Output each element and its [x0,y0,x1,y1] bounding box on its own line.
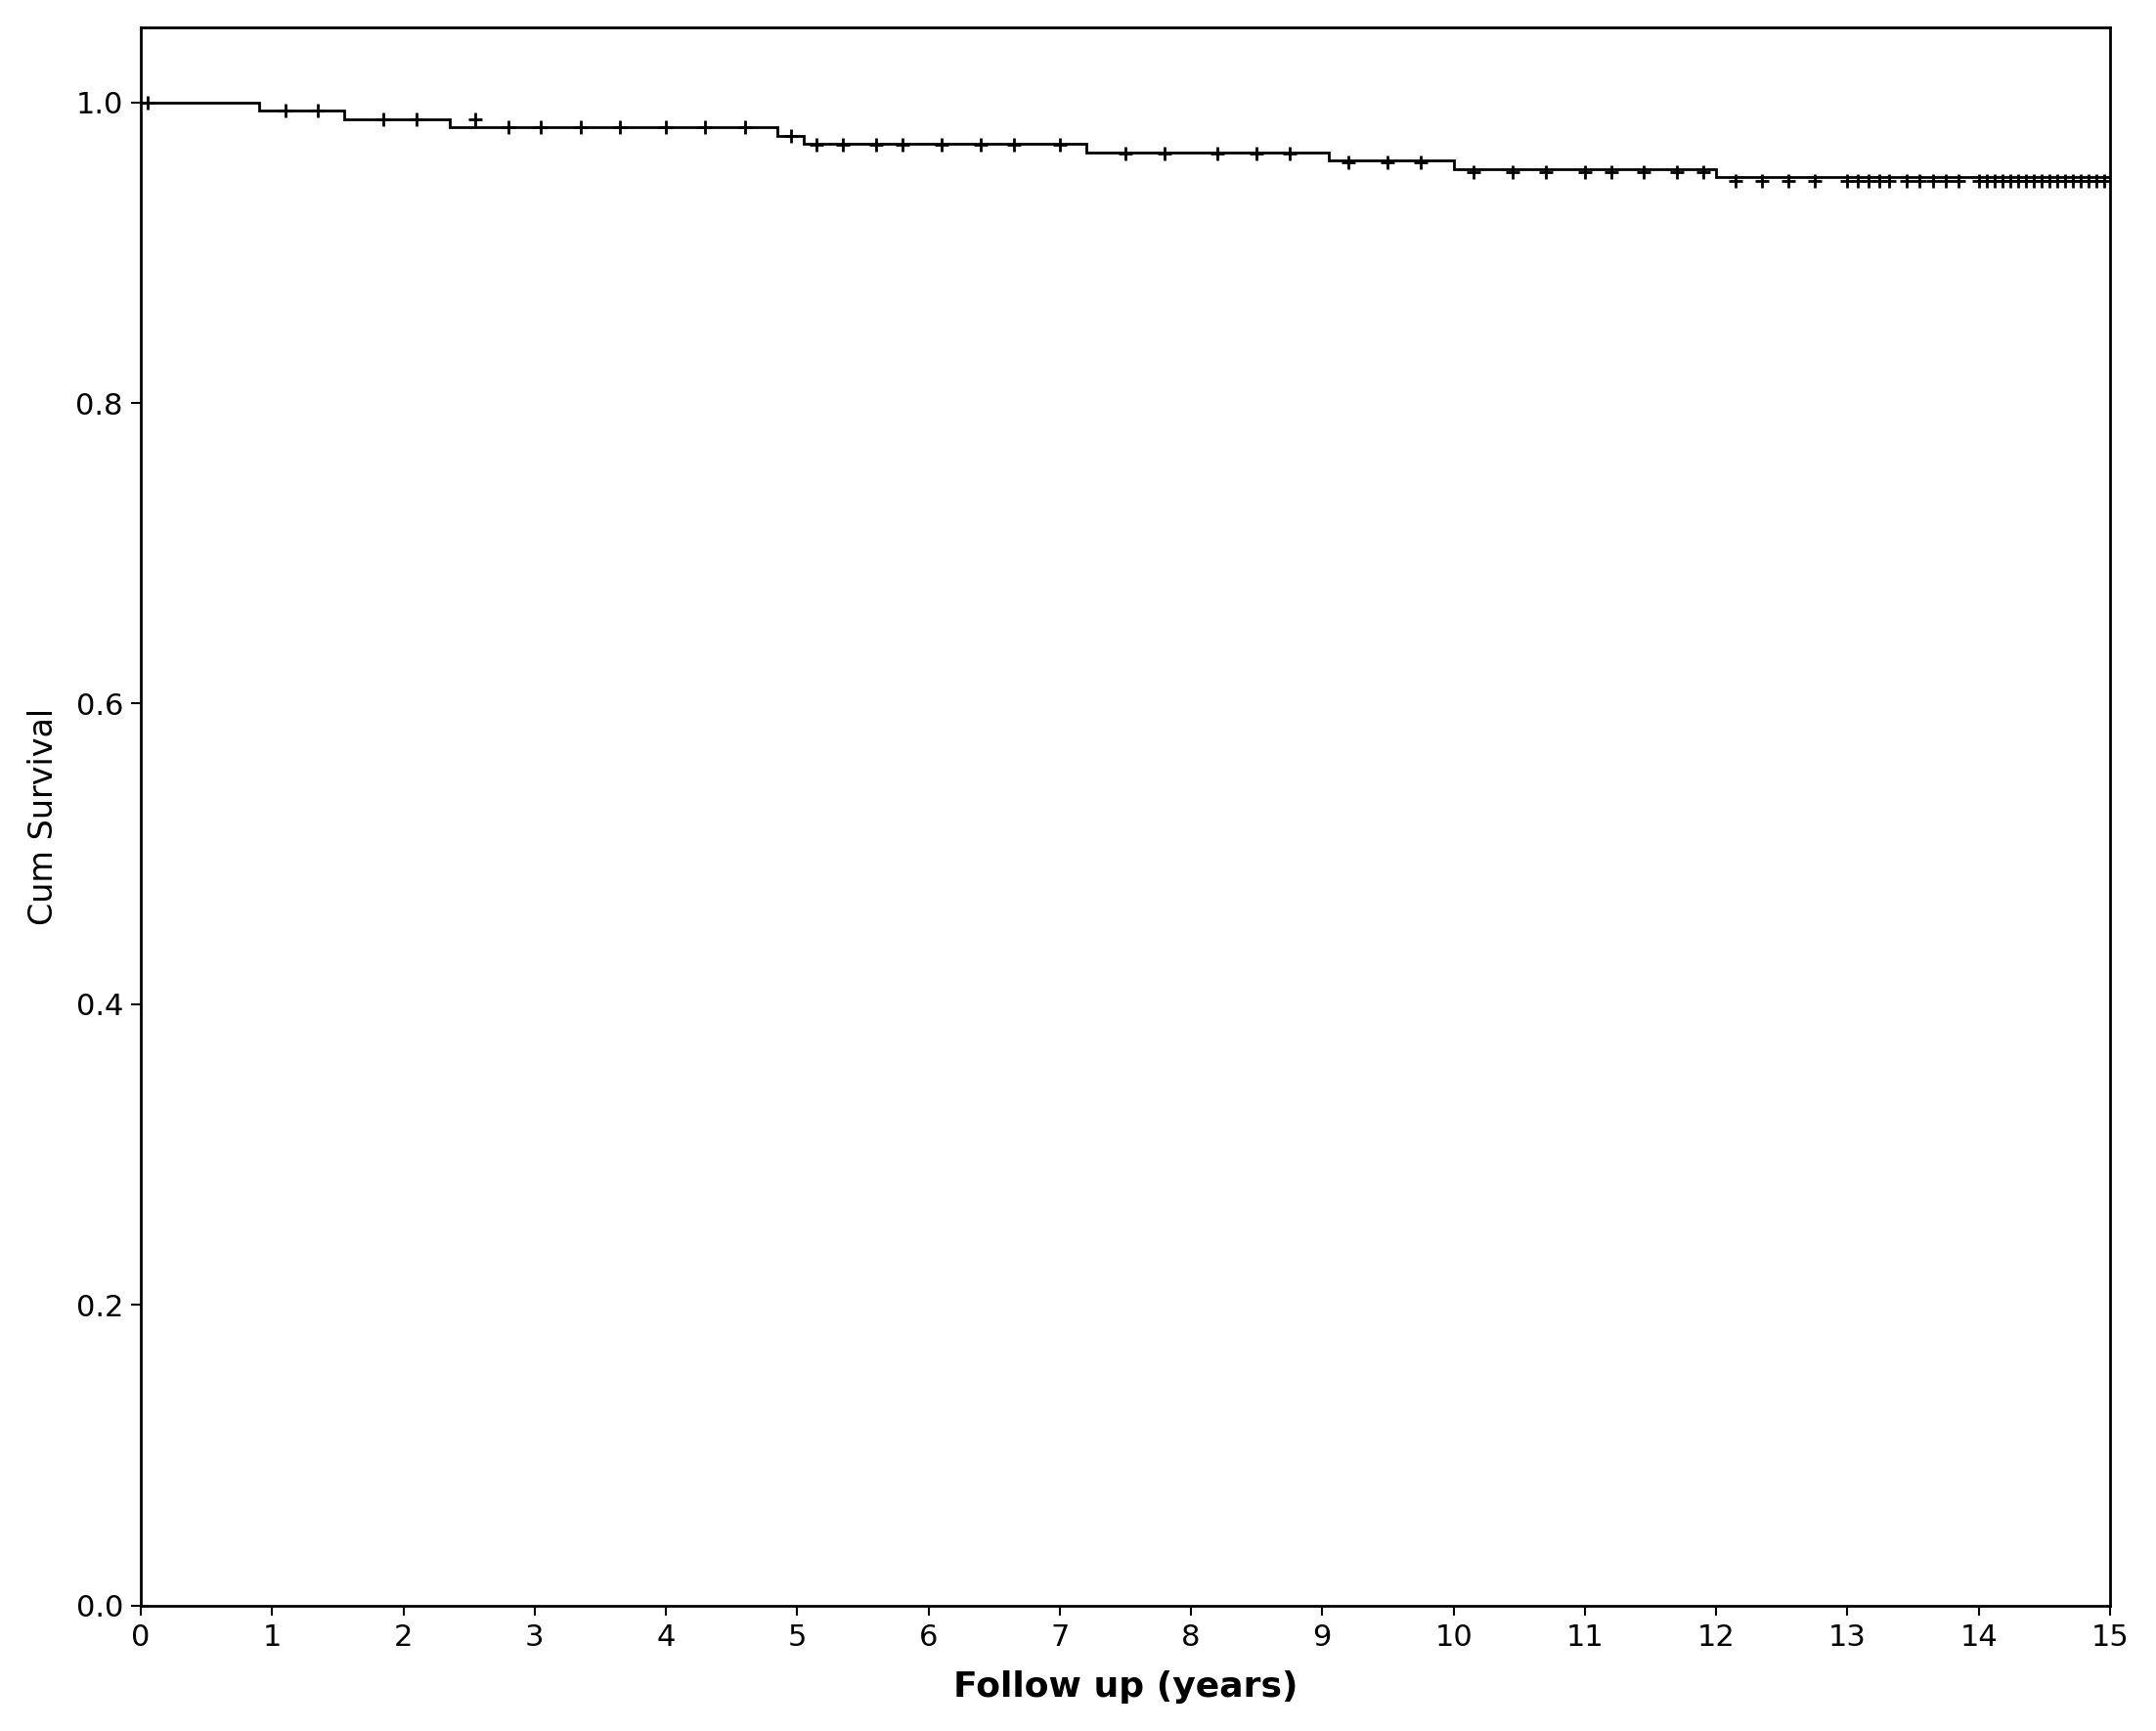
Y-axis label: Cum Survival: Cum Survival [28,708,60,924]
X-axis label: Follow up (years): Follow up (years) [953,1670,1298,1703]
